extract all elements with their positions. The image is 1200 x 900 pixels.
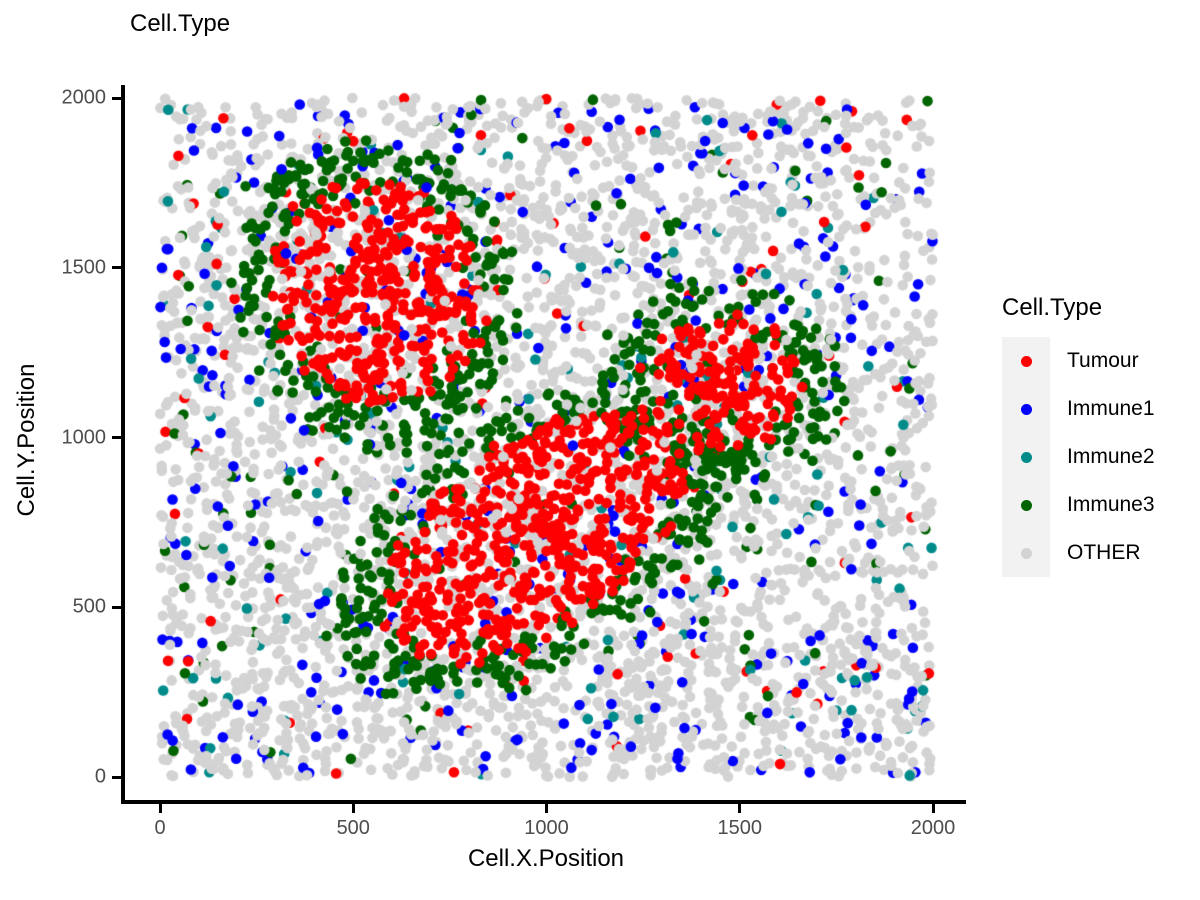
x-axis-title: Cell.X.Position [467, 845, 625, 872]
x-tick-label: 2000 [910, 817, 956, 839]
y-tick-label: 500 [72, 595, 106, 618]
x-tick-label: 1000 [524, 817, 569, 839]
legend-title: Cell.Type [1002, 294, 1103, 321]
y-axis-title: Cell.Y.Position [13, 363, 40, 517]
x-tick [931, 804, 935, 813]
legend-items: Tumour Immune1 Immune2 Immune3 OTHER [1002, 337, 1155, 577]
y-tick [112, 266, 121, 270]
legend-key [1002, 337, 1050, 385]
legend-dot [1020, 355, 1032, 367]
y-tick-label: 0 [94, 765, 106, 788]
legend-key [1002, 385, 1050, 433]
y-tick-label: 1000 [61, 426, 107, 448]
legend-key [1002, 529, 1050, 577]
legend-dot [1020, 547, 1032, 559]
y-axis-line [121, 85, 125, 804]
legend-dot [1020, 403, 1032, 415]
x-axis-line [121, 800, 966, 804]
legend-dot [1020, 451, 1032, 463]
x-tick-label: 1500 [717, 817, 763, 839]
y-tick-label: 2000 [61, 86, 107, 109]
legend-key [1002, 433, 1050, 481]
x-tick-label: 0 [154, 817, 166, 839]
y-tick-label: 1500 [61, 256, 107, 279]
plot-title: Cell.Type [130, 10, 231, 37]
x-tick [545, 804, 548, 813]
legend-dot [1020, 499, 1032, 511]
scatter-canvas [125, 85, 960, 800]
legend-item-label: OTHER [1067, 541, 1141, 564]
y-tick [112, 775, 121, 779]
plot-panel [125, 85, 960, 800]
legend-item-label: Immune2 [1067, 445, 1155, 468]
legend-item-immune3: Immune3 [1002, 481, 1155, 529]
y-tick [112, 605, 121, 609]
x-tick-label: 500 [336, 817, 370, 839]
legend-item-label: Immune1 [1067, 397, 1155, 420]
x-tick [158, 804, 162, 813]
legend: Cell.Type Tumour Immune1 Immune2 Immune3 OTH… [1002, 294, 1155, 577]
legend-item-tumour: Tumour [1002, 337, 1155, 385]
x-tick [351, 804, 355, 813]
y-tick [112, 436, 121, 439]
y-tick [112, 96, 121, 100]
legend-item-label: Immune3 [1067, 493, 1155, 516]
legend-item-immune2: Immune2 [1002, 433, 1155, 481]
x-tick [738, 804, 742, 813]
legend-key [1002, 481, 1050, 529]
legend-item-label: Tumour [1067, 349, 1139, 372]
legend-item-immune1: Immune1 [1002, 385, 1155, 433]
legend-item-other: OTHER [1002, 529, 1155, 577]
